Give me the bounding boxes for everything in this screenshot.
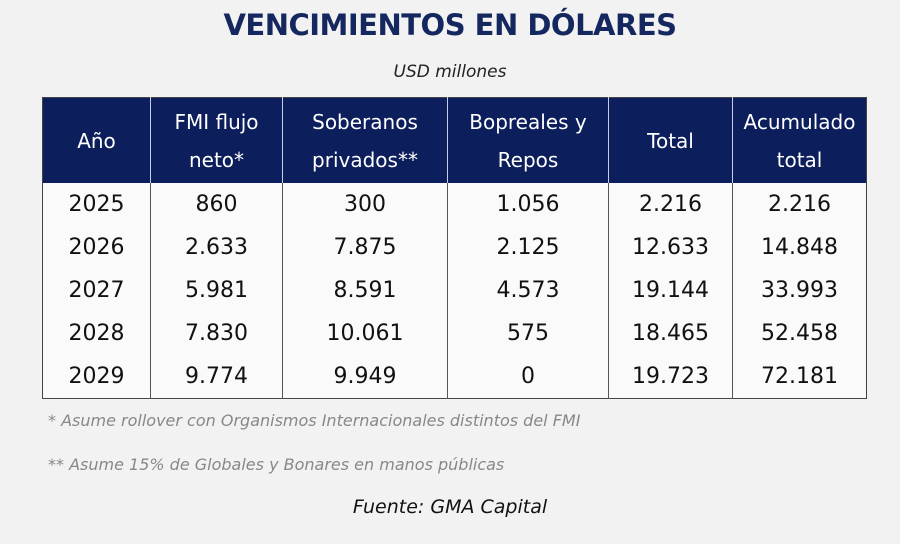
table-row: 2027 5.981 8.591 4.573 19.144 33.993 [43, 269, 867, 312]
table-cell: 5.981 [150, 269, 283, 312]
table-cell: 2029 [68, 364, 125, 389]
table-cell: 2028 [68, 321, 125, 346]
table-cell: 7.830 [150, 312, 283, 355]
table-cell: 2027 [68, 278, 125, 303]
table-cell: 2.633 [150, 226, 283, 269]
table-cell: 1.056 [447, 183, 609, 226]
header-total: Total [608, 97, 733, 183]
table-cell: 9.774 [150, 355, 283, 399]
table-cell: 19.144 [608, 269, 733, 312]
table-cell: 52.458 [732, 312, 867, 355]
table-cell: 18.465 [608, 312, 733, 355]
header-soberanos: Soberanos privados** [282, 97, 448, 183]
page-title: VENCIMIENTOS EN DÓLARES [223, 8, 677, 42]
table-cell: 14.848 [732, 226, 867, 269]
table-cell: 2026 [68, 235, 125, 260]
table-row: 2025 860 300 1.056 2.216 2.216 [43, 183, 867, 226]
table-cell: 8.591 [282, 269, 448, 312]
table-cell: 19.723 [608, 355, 733, 399]
table-row: 2029 9.774 9.949 0 19.723 72.181 [43, 355, 867, 399]
maturities-table: Año FMI flujo neto* Soberanos privados**… [42, 97, 867, 399]
table-cell: 2.216 [608, 183, 733, 226]
table-cell: 300 [282, 183, 448, 226]
table-cell: 10.061 [282, 312, 448, 355]
subtitle: USD millones [393, 62, 507, 82]
table-cell: 12.633 [608, 226, 733, 269]
header-bopreales: Bopreales y Repos [447, 97, 609, 183]
table-cell: 860 [150, 183, 283, 226]
header-fmi: FMI flujo neto* [150, 97, 283, 183]
footnote-2: ** Asume 15% de Globales y Bonares en ma… [48, 455, 505, 474]
table-cell: 575 [447, 312, 609, 355]
table-cell: 2.216 [732, 183, 867, 226]
table-cell: 9.949 [282, 355, 448, 399]
table-row: 2026 2.633 7.875 2.125 12.633 14.848 [43, 226, 867, 269]
table-cell: 72.181 [732, 355, 867, 399]
table-cell: 2.125 [447, 226, 609, 269]
table-row: 2028 7.830 10.061 575 18.465 52.458 [43, 312, 867, 355]
header-year: Año [42, 97, 151, 183]
table-cell: 0 [447, 355, 609, 399]
source: Fuente: GMA Capital [352, 496, 548, 518]
footnote-1: * Asume rollover con Organismos Internac… [48, 411, 581, 430]
header-acumulado: Acumulado total [732, 97, 867, 183]
header-row: Año FMI flujo neto* Soberanos privados**… [42, 97, 867, 183]
table-cell: 7.875 [282, 226, 448, 269]
table-cell: 4.573 [447, 269, 609, 312]
table-cell: 2025 [68, 192, 125, 217]
table-cell: 33.993 [732, 269, 867, 312]
